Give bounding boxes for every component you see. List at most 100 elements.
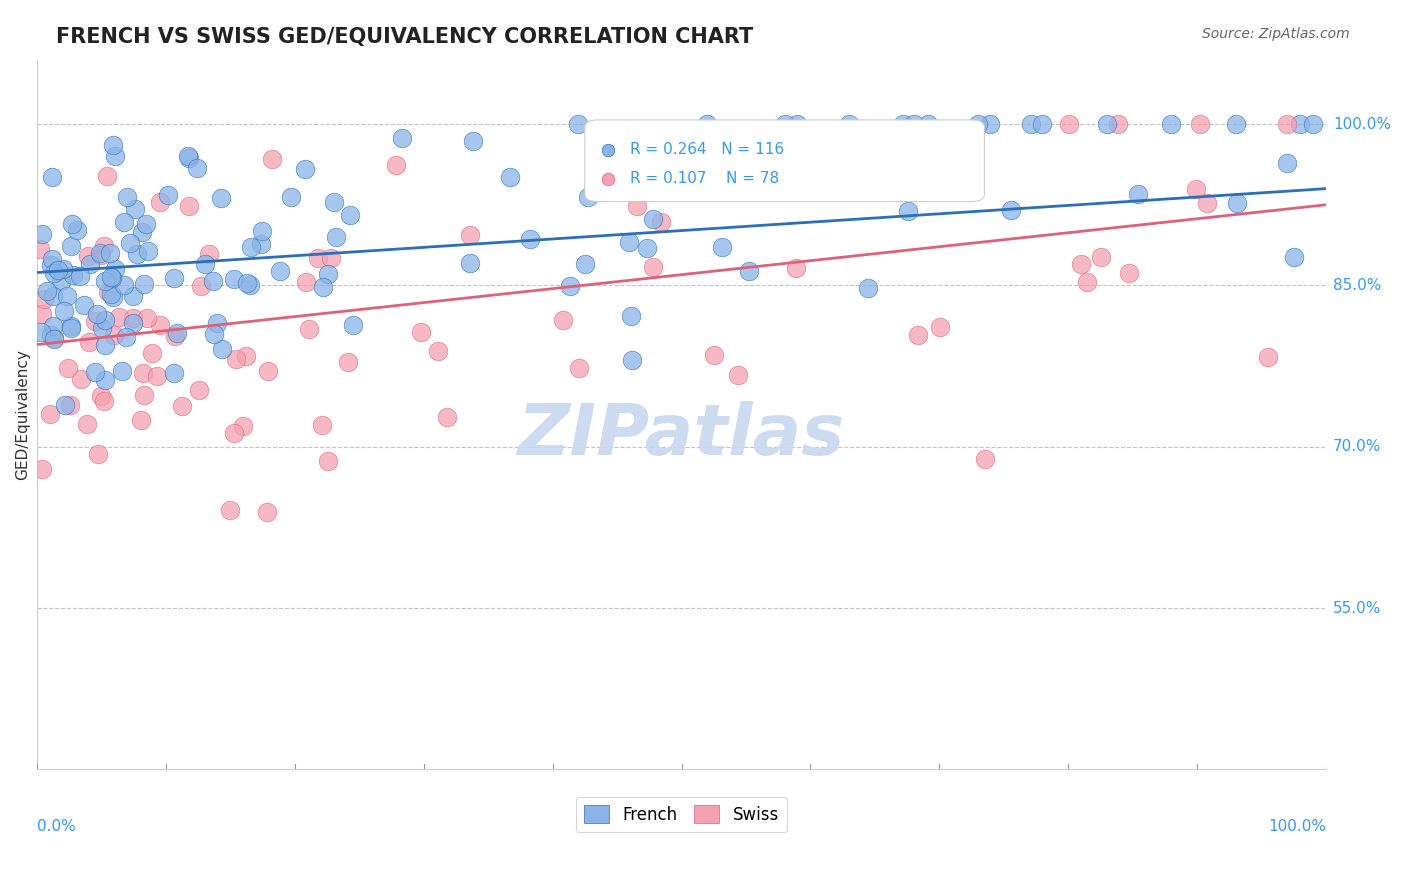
Text: R = 0.107    N = 78: R = 0.107 N = 78 <box>630 171 779 186</box>
Point <box>897 204 920 219</box>
Text: ZIPatlas: ZIPatlas <box>517 401 845 470</box>
Point <box>617 235 640 250</box>
Point <box>122 311 145 326</box>
Point <box>773 117 796 131</box>
Point <box>232 419 254 434</box>
Point <box>219 503 242 517</box>
Point <box>316 267 339 281</box>
Point <box>294 275 316 289</box>
Point <box>838 117 860 131</box>
Point <box>269 264 291 278</box>
Point <box>943 166 966 180</box>
Point <box>391 130 413 145</box>
Point <box>1160 117 1182 131</box>
Point <box>187 383 209 397</box>
Point <box>342 318 364 332</box>
Point <box>1076 276 1098 290</box>
Point <box>427 344 450 359</box>
Point <box>97 285 120 300</box>
Point <box>176 149 198 163</box>
Point <box>103 261 125 276</box>
Point <box>55 398 77 412</box>
Point <box>643 211 665 226</box>
Point <box>1277 117 1299 131</box>
Point <box>141 346 163 360</box>
Point <box>66 223 89 237</box>
Point <box>280 189 302 203</box>
Point <box>79 257 101 271</box>
Point <box>461 134 484 148</box>
Point <box>856 281 879 295</box>
Point <box>53 304 76 318</box>
Point <box>236 276 259 290</box>
Point <box>574 257 596 271</box>
Point <box>56 289 79 303</box>
Point <box>1189 117 1212 131</box>
Point <box>157 187 180 202</box>
Point <box>177 151 200 165</box>
Point <box>111 364 134 378</box>
Point <box>32 292 55 306</box>
Point <box>1090 250 1112 264</box>
Point <box>605 150 627 164</box>
Point <box>696 117 718 131</box>
Point <box>250 237 273 252</box>
Point <box>30 325 52 339</box>
Point <box>101 271 124 285</box>
Point <box>385 158 408 172</box>
Point <box>108 310 131 325</box>
Point <box>62 268 84 282</box>
Point <box>636 241 658 255</box>
Point <box>862 166 884 180</box>
Point <box>256 505 278 519</box>
Point <box>77 249 100 263</box>
Point <box>1195 195 1218 210</box>
Point <box>177 199 200 213</box>
Point <box>94 338 117 352</box>
Point <box>786 117 808 131</box>
Text: 70.0%: 70.0% <box>1333 439 1381 454</box>
Text: 0.0%: 0.0% <box>37 819 76 834</box>
Point <box>48 263 70 277</box>
Point <box>100 245 122 260</box>
Point <box>225 351 247 366</box>
Point <box>94 313 117 327</box>
Point <box>1000 202 1022 217</box>
Point <box>90 389 112 403</box>
Point <box>979 117 1001 131</box>
Point <box>458 228 481 243</box>
Point <box>86 447 108 461</box>
Point <box>90 248 112 262</box>
Point <box>100 270 122 285</box>
FancyBboxPatch shape <box>585 120 984 202</box>
Point <box>202 327 225 342</box>
Point <box>190 279 212 293</box>
Point <box>1302 117 1324 131</box>
Point <box>235 349 257 363</box>
Point <box>39 327 62 342</box>
Point <box>39 258 62 272</box>
Point <box>145 368 167 383</box>
Point <box>104 149 127 163</box>
Point <box>163 328 186 343</box>
Point <box>166 326 188 340</box>
Point <box>149 195 172 210</box>
Point <box>101 290 124 304</box>
Point <box>1031 117 1053 131</box>
Point <box>86 307 108 321</box>
Point <box>31 307 53 321</box>
Point <box>621 352 644 367</box>
Point <box>209 192 232 206</box>
Point <box>112 215 135 229</box>
Point <box>59 398 82 412</box>
Point <box>163 270 186 285</box>
Point <box>131 225 153 239</box>
Point <box>125 247 148 261</box>
Point <box>322 194 344 209</box>
Point <box>103 328 125 343</box>
Point <box>311 417 333 432</box>
Point <box>727 368 749 383</box>
Point <box>70 372 93 386</box>
Point <box>194 257 217 271</box>
Point <box>60 239 83 253</box>
